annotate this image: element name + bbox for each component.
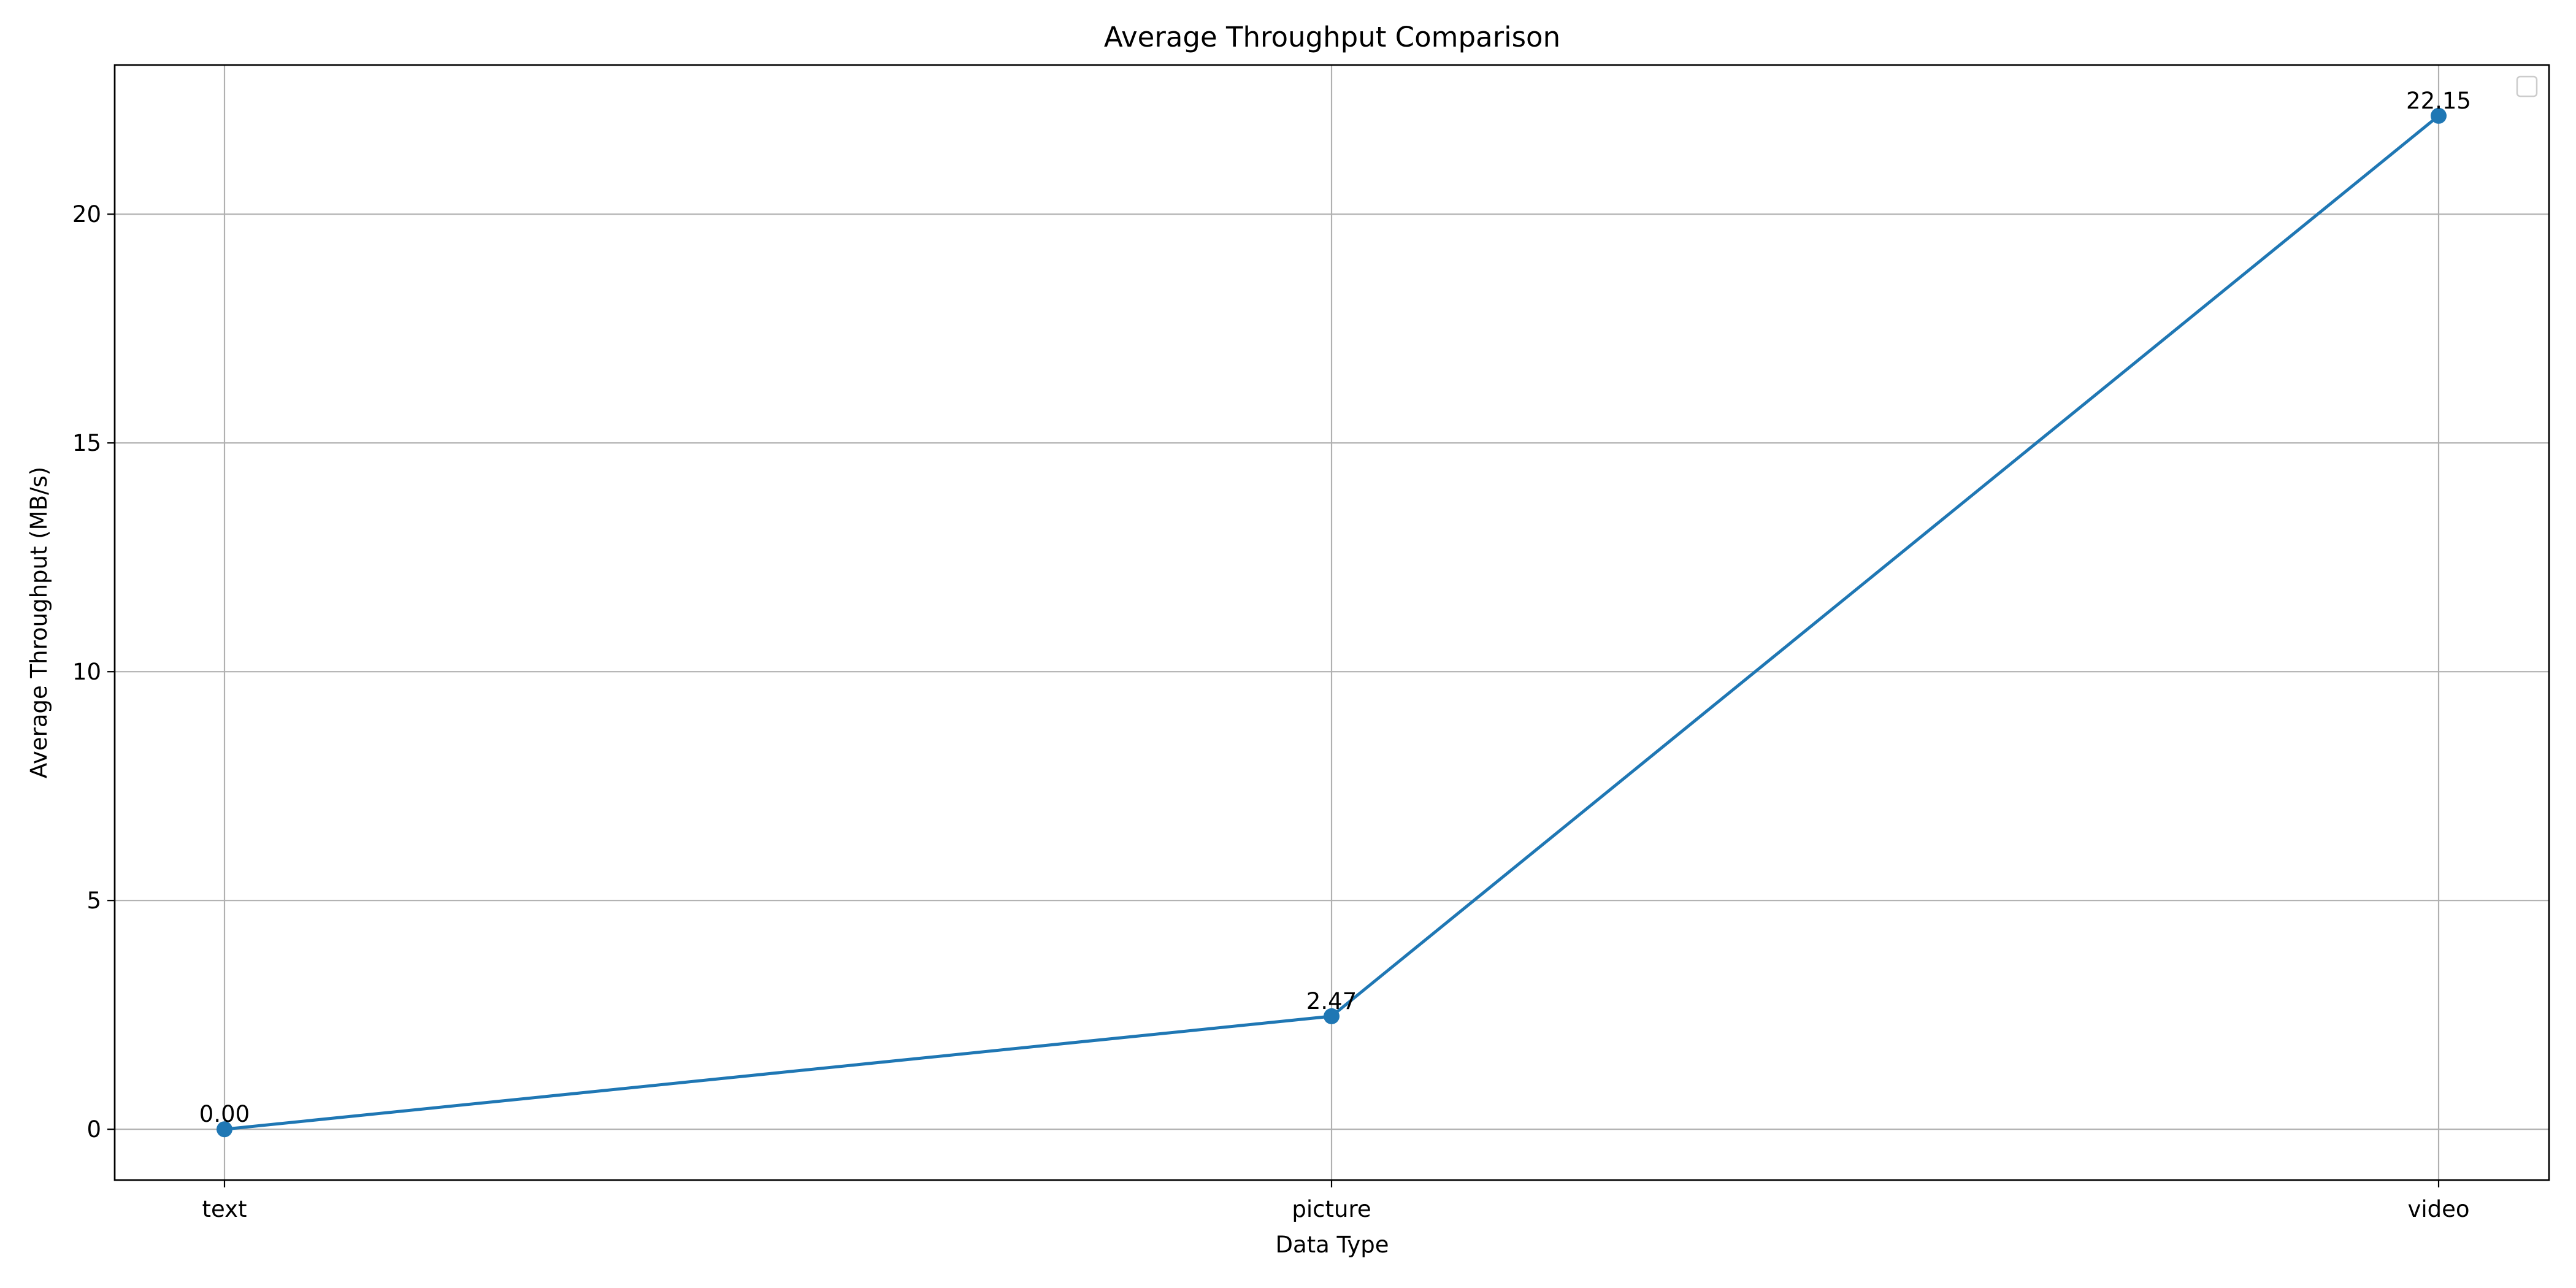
y-tick-label: 10 [72,659,101,685]
legend-box [2516,75,2538,98]
x-tick-label: picture [1292,1196,1371,1222]
y-tick-label: 20 [72,201,101,228]
x-axis-ticks: text picture video [202,1180,2470,1222]
data-point [1324,1008,1340,1024]
data-point [217,1121,232,1138]
y-tick-label: 5 [86,887,101,914]
plot-frame [113,64,2550,1181]
y-axis-ticks: 0 5 10 15 20 [72,201,115,1143]
data-labels: 0.00 2.47 22.15 [199,88,2471,1127]
x-axis-label: Data Type [1275,1232,1389,1258]
horizontal-gridlines [115,213,2549,1130]
vertical-gridlines [223,65,2440,1180]
data-label: 0.00 [199,1101,250,1127]
y-tick-label: 0 [86,1116,101,1143]
data-label: 2.47 [1306,988,1357,1014]
y-axis-label: Average Throughput (MB/s) [26,467,52,778]
data-point [2431,107,2447,124]
x-tick-label: text [202,1196,247,1222]
data-label: 22.15 [2406,88,2471,114]
y-tick-label: 15 [72,430,101,456]
chart-title: Average Throughput Comparison [1104,21,1560,53]
x-tick-label: video [2407,1196,2469,1222]
series-layer [217,107,2447,1138]
